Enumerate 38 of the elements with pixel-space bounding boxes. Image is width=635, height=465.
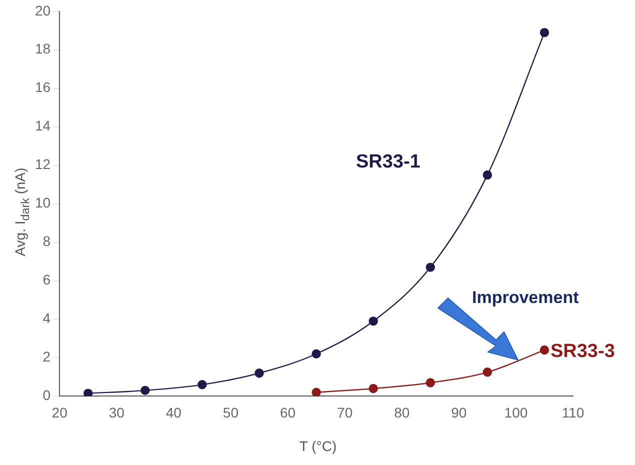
x-tick-label: 110 (562, 404, 584, 420)
x-tick-label: 90 (451, 404, 467, 420)
y-tick-label: 12 (34, 156, 51, 172)
point (368, 384, 378, 394)
point (83, 388, 93, 396)
y-tick-label: 4 (42, 310, 51, 326)
point (482, 170, 492, 180)
point (540, 28, 550, 38)
point (254, 368, 264, 378)
y-tick-label: 10 (34, 194, 51, 211)
y-tick-label: 18 (34, 40, 51, 57)
x-tick-label: 40 (166, 404, 182, 420)
point (198, 380, 207, 390)
point (426, 262, 435, 272)
point (540, 345, 550, 355)
point (312, 349, 321, 358)
y-tick-label: 8 (42, 233, 51, 250)
text: SR33-1 (356, 151, 421, 172)
x-tick-label: 30 (108, 404, 125, 420)
y-tick-label: 2 (42, 348, 51, 365)
x-tick-label: 80 (394, 404, 410, 420)
x-tick-label: 70 (337, 404, 353, 420)
series-label: SR33-3 (550, 341, 615, 362)
point (482, 368, 492, 377)
annotation: Improvement (472, 288, 579, 308)
y-tick-label: 20 (34, 2, 51, 18)
y-tick-label: 14 (34, 118, 51, 134)
y-tick-label: 6 (42, 272, 51, 288)
point (140, 386, 150, 396)
point (368, 316, 378, 326)
point (426, 378, 435, 388)
point (312, 388, 321, 396)
x-tick-label: 100 (504, 404, 528, 420)
y-tick-label: 0 (42, 387, 51, 404)
x-axis-title: T (°C) (299, 438, 337, 454)
x-tick-label: 50 (222, 404, 239, 420)
y-tick-label: 16 (34, 79, 51, 96)
x-tick-label: 60 (280, 404, 296, 420)
